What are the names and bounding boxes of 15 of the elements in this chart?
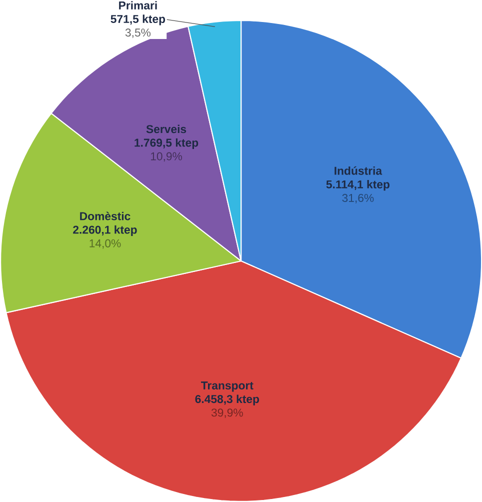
text: 14,0%	[90, 239, 121, 249]
text: 3,5%	[125, 28, 150, 38]
data-label: 6.458,3 ktep	[195, 394, 259, 406]
text: 10,9%	[150, 152, 182, 162]
slice-label: Domèstic	[80, 212, 130, 220]
text: 39,9%	[211, 408, 243, 418]
slice-label: Primari	[119, 1, 157, 10]
data-label: 571,5 ktep	[110, 14, 165, 26]
data-label: 2.260,1 ktep	[73, 225, 137, 236]
data-label: 1.769,5 ktep	[134, 138, 198, 149]
slice-label: Transport	[200, 382, 254, 392]
text: 31,6%	[342, 194, 374, 204]
slice-label: Indústria	[334, 166, 382, 175]
data-label: 5.114,1 ktep	[326, 180, 390, 191]
slice-label: Serveis	[146, 124, 186, 134]
